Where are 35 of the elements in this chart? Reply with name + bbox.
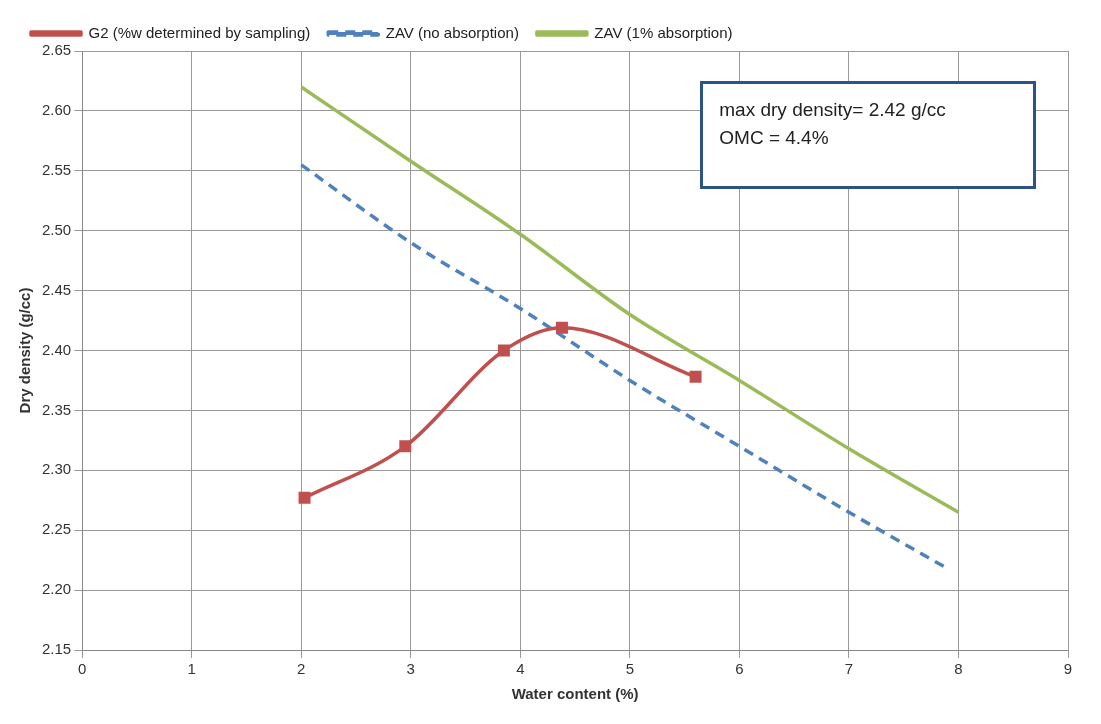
y-tick-label: 2.40 xyxy=(41,340,72,358)
x-tick-label: 5 xyxy=(625,660,635,678)
y-tick-label: 2.25 xyxy=(41,520,72,538)
y-tick-label: 2.55 xyxy=(41,160,72,178)
x-tick-label: 6 xyxy=(735,660,744,678)
point xyxy=(689,370,702,383)
y-tick-label: 2.45 xyxy=(41,280,72,298)
point xyxy=(555,321,568,334)
y-tick-label: 2.35 xyxy=(41,400,72,418)
annotation: max dry density= 2.42 g/cc xyxy=(719,98,947,122)
line-series xyxy=(299,85,961,514)
y-tick-label: 2.30 xyxy=(41,460,72,478)
x-tick-label: 0 xyxy=(78,660,87,678)
point xyxy=(399,440,412,453)
x-tick-label: 2 xyxy=(297,660,306,678)
x-tick-label: 9 xyxy=(1063,660,1073,678)
x-tick-label: 4 xyxy=(516,660,525,678)
x-axis-title: Water content (%) xyxy=(511,685,639,703)
legend-label: ZAV (1% absorption) xyxy=(594,23,733,41)
y-tick-label: 2.50 xyxy=(41,220,72,238)
x-tick-label: 8 xyxy=(954,660,963,678)
legend-label: ZAV (no absorption) xyxy=(385,23,519,41)
point xyxy=(497,344,510,357)
y-tick-label: 2.20 xyxy=(41,580,72,598)
y-tick-label: 2.60 xyxy=(41,101,72,119)
point xyxy=(298,491,311,504)
annotation: OMC = 4.4% xyxy=(719,126,830,150)
x-tick-label: 1 xyxy=(187,660,196,678)
y-tick-label: 2.65 xyxy=(41,41,72,59)
legend-label: G2 (%w determined by sampling) xyxy=(88,23,311,41)
note-box: max dry density= 2.42 g/cc OMC = 4.4% xyxy=(700,81,1037,189)
x-tick-label: 3 xyxy=(406,660,415,678)
x-tick-label: 7 xyxy=(844,660,854,678)
y-tick-label: 2.15 xyxy=(41,640,72,658)
y-axis-title: Dry density (g/cc) xyxy=(16,287,34,414)
